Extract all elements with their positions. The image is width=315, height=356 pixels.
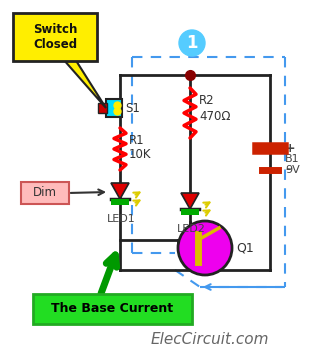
Text: LED2: LED2: [177, 224, 205, 234]
Text: 470Ω: 470Ω: [199, 110, 231, 122]
FancyBboxPatch shape: [98, 103, 107, 113]
Text: Dim: Dim: [33, 187, 57, 199]
Text: B1: B1: [285, 154, 300, 164]
Polygon shape: [181, 193, 199, 209]
Text: ElecCircuit.com: ElecCircuit.com: [151, 333, 269, 347]
Text: 9V: 9V: [285, 165, 300, 175]
Text: 1: 1: [186, 34, 198, 52]
Circle shape: [178, 221, 232, 275]
Text: 10K: 10K: [129, 147, 152, 161]
Polygon shape: [111, 183, 129, 199]
FancyBboxPatch shape: [106, 99, 122, 117]
Text: LED1: LED1: [106, 214, 135, 224]
FancyBboxPatch shape: [33, 294, 192, 324]
FancyBboxPatch shape: [181, 209, 199, 215]
FancyBboxPatch shape: [21, 182, 69, 204]
Circle shape: [179, 30, 205, 56]
Text: +: +: [285, 141, 295, 155]
FancyBboxPatch shape: [13, 13, 97, 61]
Text: Switch
Closed: Switch Closed: [33, 23, 77, 51]
Text: Q1: Q1: [236, 241, 254, 255]
Text: R2: R2: [199, 94, 215, 106]
FancyBboxPatch shape: [111, 199, 129, 205]
Text: The Base Current: The Base Current: [51, 303, 174, 315]
Polygon shape: [63, 59, 106, 108]
Text: R1: R1: [129, 134, 145, 147]
Text: S1: S1: [125, 101, 140, 115]
Text: -: -: [285, 163, 290, 177]
